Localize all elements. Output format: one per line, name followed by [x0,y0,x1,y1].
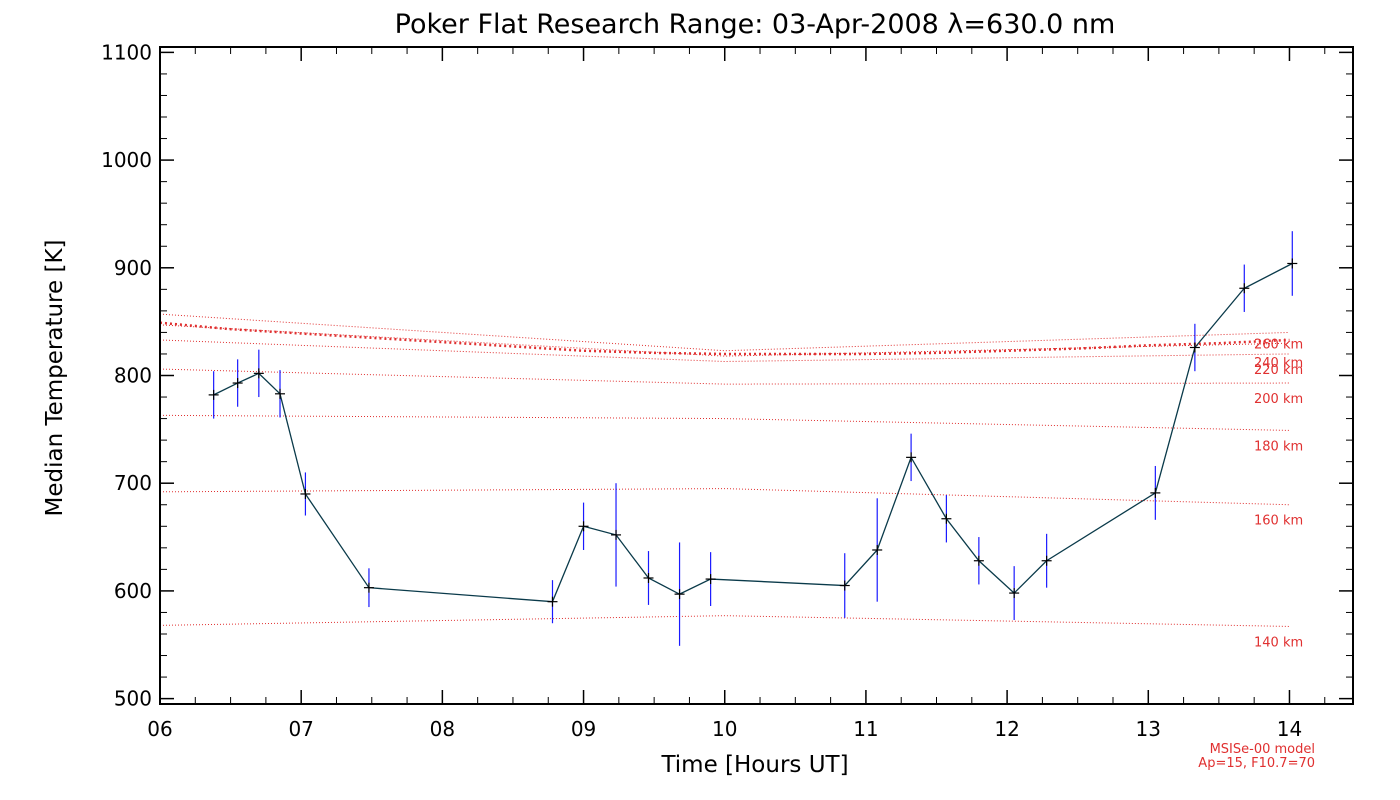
model-curve-label: 140 km [1254,635,1303,650]
series-line [213,262,1293,603]
model-average-line [159,321,1290,356]
y-tick-label: 1000 [101,148,152,172]
model-curve [159,324,1290,357]
y-tick-label: 500 [114,687,152,711]
model-curve [159,313,1290,352]
temperature-series [208,231,1298,646]
plot-frame [159,46,1354,705]
x-tick-label: 08 [430,717,455,741]
x-tick-label: 09 [571,717,596,741]
model-curve [159,615,1290,627]
x-tick-label: 10 [712,717,737,741]
model-curve [159,414,1290,431]
model-curve-label: 240 km [1254,356,1303,371]
y-tick-label: 700 [114,471,152,495]
x-tick-label: 13 [1136,717,1161,741]
y-tick-label: 1100 [101,40,152,64]
model-curve-label: 160 km [1254,514,1303,529]
model-note-line1: MSISe-00 model [1210,742,1315,757]
y-axis-label: Median Temperature [K] [42,240,68,517]
x-tick-label: 14 [1277,717,1302,741]
x-tick-label: 12 [994,717,1019,741]
chart-title: Poker Flat Research Range: 03-Apr-2008 λ… [395,9,1116,40]
y-tick-labels: 500 600 700 800 900 1000 1100 [101,40,152,710]
x-tick-label: 07 [288,717,313,741]
x-tick-labels: 06 07 08 09 10 11 12 13 14 [147,717,1302,741]
model-curve-label: 200 km [1254,392,1303,407]
x-axis-label: Time [Hours UT] [660,752,848,778]
model-average-curve [159,321,1290,356]
model-curve-label: 260 km [1254,337,1303,352]
y-tick-label: 600 [114,579,152,603]
y-tick-label: 800 [114,364,152,388]
x-tick-label: 11 [853,717,878,741]
model-curves [159,313,1290,627]
model-curve [159,488,1290,506]
x-tick-label: 06 [147,717,172,741]
model-curve-label: 220 km [1254,363,1303,378]
model-note-line2: Ap=15, F10.7=70 [1198,756,1315,771]
y-tick-label: 900 [114,256,152,280]
model-curve [159,339,1290,362]
model-curve [159,368,1290,385]
axis-ticks [159,47,1353,704]
model-curve-label: 180 km [1254,439,1303,454]
